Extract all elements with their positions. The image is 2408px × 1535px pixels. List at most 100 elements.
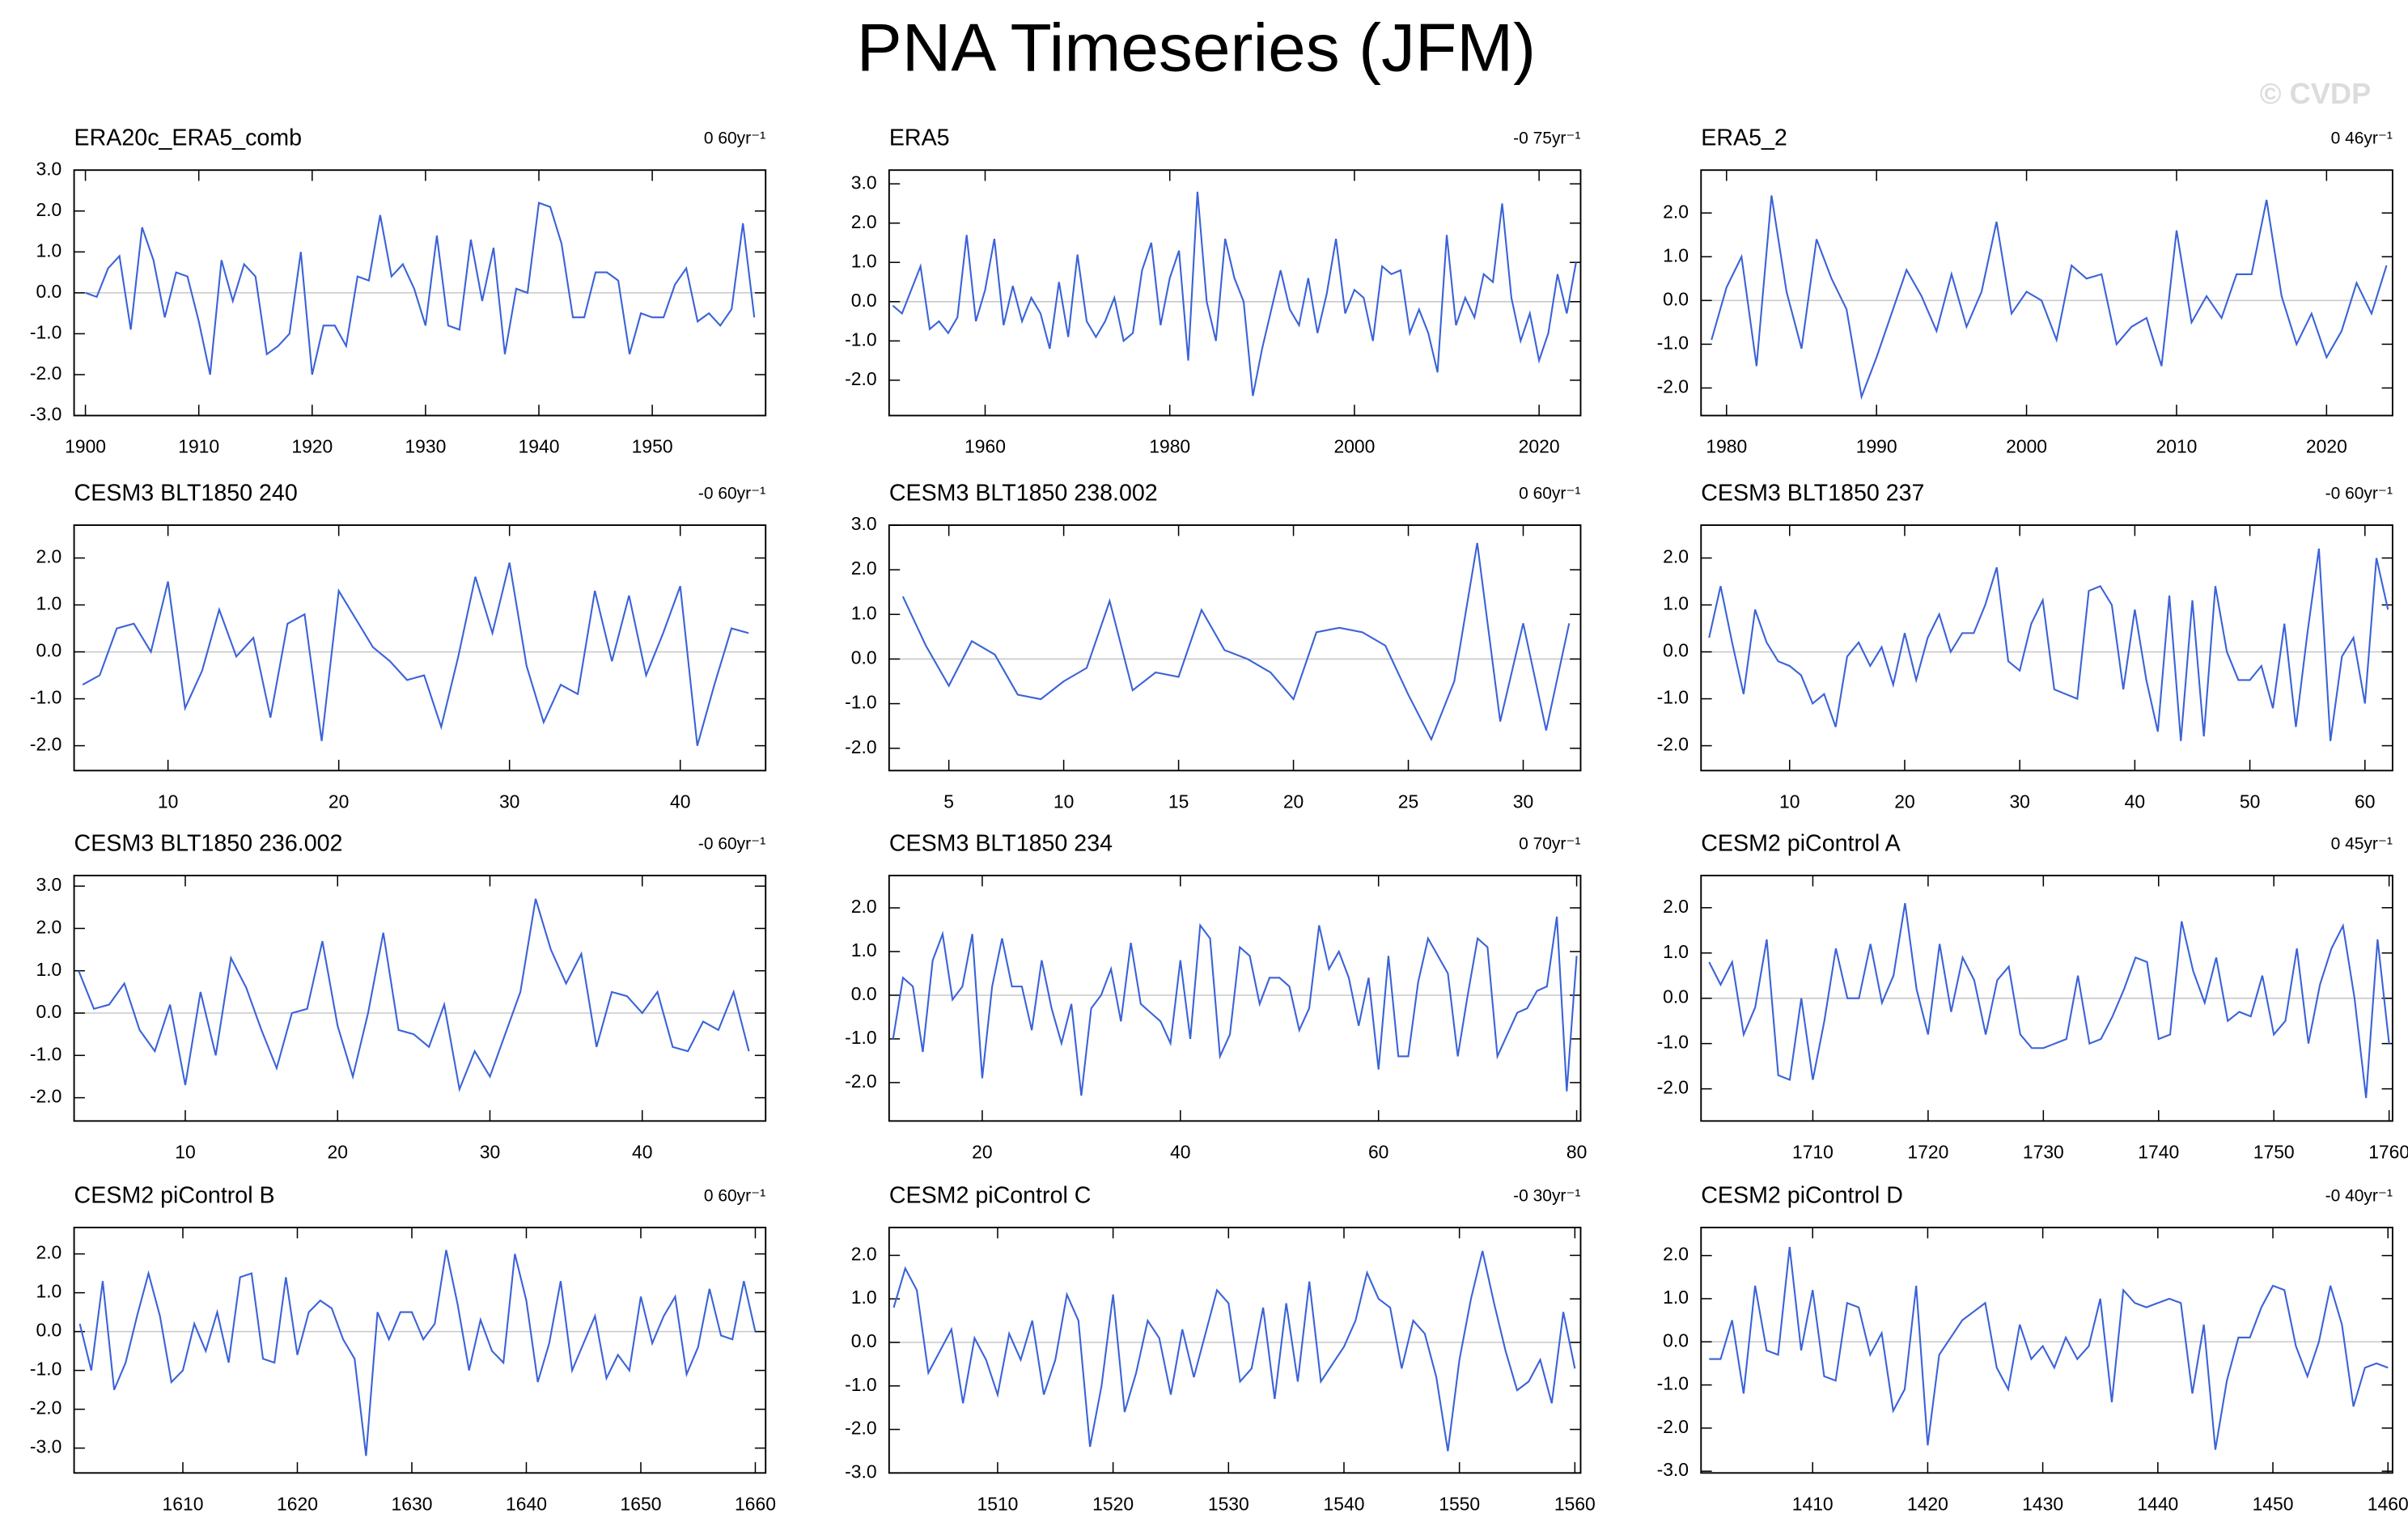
- data-line: [892, 1250, 1576, 1452]
- data-line: [1708, 548, 2389, 741]
- y-tick-label: 3.0: [851, 172, 877, 193]
- x-tick-label: 2010: [2156, 436, 2198, 457]
- y-tick-label: 0.0: [851, 983, 877, 1004]
- y-tick-label: 1.0: [36, 593, 61, 614]
- y-tick-label: -1.0: [845, 1027, 876, 1048]
- y-tick-label: 1.0: [851, 602, 877, 623]
- y-tick-label: -1.0: [30, 1043, 61, 1064]
- x-tick-label: 1450: [2253, 1493, 2294, 1514]
- y-tick-label: 0.0: [36, 281, 61, 302]
- y-tick-label: 3.0: [36, 874, 61, 895]
- x-tick-label: 20: [328, 1141, 348, 1162]
- y-tick-label: 2.0: [36, 546, 61, 567]
- x-tick-label: 40: [1170, 1141, 1190, 1162]
- x-tick-label: 1410: [1792, 1493, 1834, 1514]
- y-tick-label: -1.0: [845, 1374, 876, 1395]
- x-tick-label: 1420: [1907, 1493, 1948, 1514]
- x-tick-label: 1960: [964, 436, 1006, 457]
- trend-label: 0 46yr⁻¹: [2331, 129, 2393, 148]
- y-tick-label: 1.0: [851, 250, 877, 271]
- y-tick-label: 2.0: [851, 896, 877, 917]
- x-tick-label: 1720: [1907, 1141, 1948, 1162]
- x-tick-label: 30: [480, 1141, 500, 1162]
- y-tick-label: 3.0: [851, 513, 877, 534]
- y-tick-label: -2.0: [845, 1418, 876, 1439]
- y-tick-label: -2.0: [845, 736, 876, 757]
- y-tick-label: 2.0: [851, 558, 877, 579]
- panel-title: ERA5: [889, 125, 950, 151]
- y-tick-label: 0.0: [851, 290, 877, 311]
- x-tick-label: 1910: [178, 436, 219, 457]
- y-tick-label: 1.0: [36, 240, 61, 261]
- x-tick-label: 1710: [1792, 1141, 1834, 1162]
- data-line: [82, 562, 749, 746]
- y-tick-label: -3.0: [1657, 1459, 1689, 1480]
- x-tick-label: 1950: [632, 436, 673, 457]
- trend-label: 0 60yr⁻¹: [704, 129, 765, 148]
- panel-title: CESM3 BLT1850 240: [74, 480, 298, 506]
- x-tick-label: 1730: [2023, 1141, 2064, 1162]
- x-tick-label: 5: [943, 791, 954, 812]
- x-tick-label: 1430: [2022, 1493, 2063, 1514]
- x-tick-label: 1640: [506, 1493, 547, 1514]
- x-tick-label: 20: [1283, 791, 1304, 812]
- trend-label: -0 30yr⁻¹: [1513, 1186, 1580, 1205]
- y-tick-label: 1.0: [851, 1287, 877, 1308]
- y-tick-label: -2.0: [845, 1071, 876, 1092]
- x-tick-label: 1560: [1554, 1493, 1596, 1514]
- x-tick-label: 1740: [2138, 1141, 2179, 1162]
- plot-frame: [1700, 1227, 2393, 1474]
- x-tick-label: 1460: [2368, 1493, 2408, 1514]
- data-line: [1711, 195, 2388, 401]
- y-tick-label: 1.0: [1663, 1287, 1689, 1308]
- data-line: [892, 191, 1577, 396]
- y-tick-label: 0.0: [36, 1001, 61, 1022]
- y-tick-label: 1.0: [1663, 941, 1689, 962]
- x-tick-label: 1930: [405, 436, 446, 457]
- x-tick-label: 2020: [1519, 436, 1560, 457]
- x-tick-label: 60: [1368, 1141, 1388, 1162]
- panel-title: CESM3 BLT1850 237: [1701, 480, 1924, 506]
- x-tick-label: 1630: [392, 1493, 433, 1514]
- x-tick-label: 30: [499, 791, 519, 812]
- trend-label: -0 60yr⁻¹: [698, 484, 765, 502]
- plot-frame: [1700, 169, 2393, 417]
- y-tick-label: 1.0: [1663, 244, 1689, 265]
- panel-title: CESM2 piControl D: [1701, 1182, 1903, 1208]
- plot-frame: [1700, 524, 2393, 772]
- x-tick-label: 2000: [2006, 436, 2047, 457]
- x-tick-label: 1980: [1149, 436, 1190, 457]
- y-tick-label: -1.0: [30, 321, 61, 342]
- panel-title: ERA20c_ERA5_comb: [74, 125, 302, 151]
- plot-frame: [888, 875, 1582, 1122]
- x-tick-label: 15: [1168, 791, 1189, 812]
- plot-frame: [73, 169, 767, 417]
- y-tick-label: -1.0: [845, 329, 876, 350]
- panel-title: ERA5_2: [1701, 125, 1787, 151]
- y-tick-label: -2.0: [30, 363, 61, 384]
- x-tick-label: 1440: [2137, 1493, 2178, 1514]
- x-tick-label: 50: [2240, 791, 2260, 812]
- x-tick-label: 1760: [2368, 1141, 2408, 1162]
- data-line: [892, 916, 1578, 1096]
- x-tick-label: 2020: [2306, 436, 2347, 457]
- y-tick-label: -2.0: [30, 1086, 61, 1107]
- x-tick-label: 2000: [1333, 436, 1375, 457]
- x-tick-label: 1990: [1856, 436, 1897, 457]
- plot-frame: [73, 524, 767, 772]
- y-tick-label: -1.0: [30, 687, 61, 708]
- watermark: © CVDP: [2260, 77, 2371, 110]
- y-tick-label: -2.0: [1657, 1416, 1689, 1437]
- y-tick-label: 0.0: [851, 1330, 877, 1351]
- y-tick-label: 2.0: [851, 211, 877, 232]
- y-tick-label: 2.0: [36, 916, 61, 937]
- panel-title: CESM3 BLT1850 234: [889, 830, 1113, 856]
- y-tick-label: 2.0: [1663, 546, 1689, 567]
- x-tick-label: 10: [175, 1141, 195, 1162]
- y-tick-label: -2.0: [30, 734, 61, 755]
- x-tick-label: 1610: [163, 1493, 204, 1514]
- y-tick-label: -1.0: [1657, 687, 1689, 708]
- plot-frame: [73, 1227, 767, 1474]
- y-tick-label: 2.0: [851, 1243, 877, 1264]
